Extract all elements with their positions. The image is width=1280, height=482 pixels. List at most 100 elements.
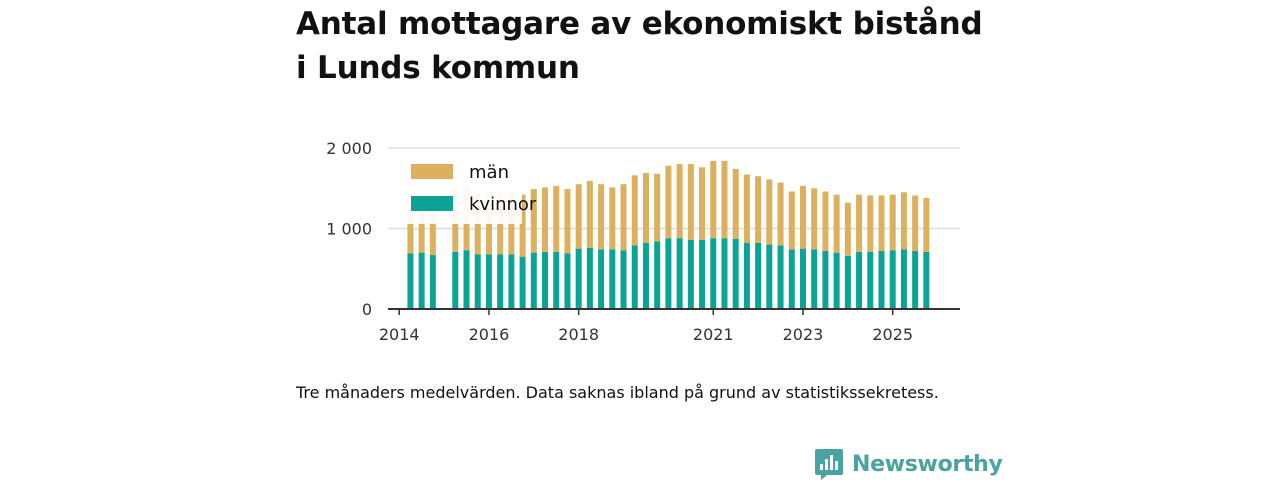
bar-man <box>676 164 683 239</box>
bar-kvinnor <box>530 252 537 309</box>
bar-kvinnor <box>811 249 818 309</box>
bar-man <box>542 187 549 252</box>
bar-man <box>642 172 649 243</box>
bar-kvinnor <box>474 254 481 309</box>
bar-man <box>665 165 672 239</box>
y-tick-label: 0 <box>362 300 372 319</box>
bar-kvinnor <box>418 252 425 309</box>
legend-swatch-kvinnor <box>411 196 453 211</box>
bar-man <box>407 209 414 254</box>
bar-kvinnor <box>822 251 829 309</box>
bar-kvinnor <box>654 241 661 309</box>
bar-man <box>429 206 436 256</box>
bar-man <box>710 160 717 239</box>
chart-title: Antal mottagare av ekonomiskt bistånd i … <box>296 2 1016 90</box>
bar-man <box>598 184 605 250</box>
bar-kvinnor <box>833 252 840 309</box>
bar-kvinnor <box>732 238 739 309</box>
bar-man <box>732 168 739 239</box>
bar-kvinnor <box>575 248 582 309</box>
bar-kvinnor <box>497 254 504 309</box>
newsworthy-logo-icon <box>815 449 843 480</box>
bar-man <box>418 212 425 253</box>
bar-man <box>631 175 638 246</box>
bar-kvinnor <box>743 242 750 309</box>
legend-swatch-man <box>411 164 453 179</box>
bar-kvinnor <box>553 251 560 309</box>
chart-title-line-2: i Lunds kommun <box>296 50 580 86</box>
chart-title-line-1: Antal mottagare av ekonomiskt bistånd <box>296 6 983 42</box>
bar-kvinnor <box>900 249 907 309</box>
bar-kvinnor <box>687 239 694 309</box>
bar-man <box>699 167 706 240</box>
axes: 0 1 000 2 000 2014 2016 2018 2021 2023 2025 <box>326 139 960 344</box>
bar-kvinnor <box>889 250 896 309</box>
x-tick-label: 2025 <box>872 325 913 344</box>
bar-kvinnor <box>912 251 919 309</box>
bar-man <box>766 179 773 245</box>
bar-kvinnor <box>429 255 436 309</box>
bar-kvinnor <box>564 253 571 309</box>
bar-man <box>912 195 919 252</box>
bar-man <box>530 189 537 253</box>
x-tick-label: 2023 <box>783 325 824 344</box>
bar-man <box>867 195 874 252</box>
bar-man <box>586 181 593 248</box>
bar-man <box>519 194 526 257</box>
gridlines <box>388 147 960 230</box>
bar-kvinnor <box>508 254 515 309</box>
bar-man <box>833 194 840 253</box>
bar-man <box>923 197 930 252</box>
brand-name: Newsworthy <box>852 451 1003 477</box>
bar-man <box>575 184 582 249</box>
bar-kvinnor <box>844 255 851 309</box>
bar-kvinnor <box>631 245 638 309</box>
bar-man <box>553 185 560 252</box>
bar-kvinnor <box>598 249 605 309</box>
bar-kvinnor <box>463 250 470 309</box>
bar-man <box>878 195 885 252</box>
chart-caption: Tre månaders medelvärden. Data saknas ib… <box>296 383 939 402</box>
x-tick-label: 2016 <box>469 325 510 344</box>
bar-kvinnor <box>788 249 795 309</box>
brand[interactable]: Newsworthy <box>814 446 1003 482</box>
y-tick-label: 2 000 <box>326 139 372 158</box>
bar-man <box>799 185 806 249</box>
bar-man <box>564 189 571 254</box>
legend-label: män <box>469 162 509 183</box>
bar-man <box>687 164 694 240</box>
bar-kvinnor <box>777 245 784 309</box>
bar-kvinnor <box>766 244 773 309</box>
bar-man <box>889 194 896 251</box>
bar-kvinnor <box>665 238 672 309</box>
x-tick-label: 2014 <box>379 325 420 344</box>
bar-man <box>822 191 829 252</box>
bar-kvinnor <box>699 239 706 309</box>
bar-man <box>788 191 795 250</box>
bar-kvinnor <box>799 248 806 309</box>
bar-kvinnor <box>923 251 930 309</box>
bar-man <box>609 187 616 250</box>
bar-man <box>755 176 762 243</box>
bar-kvinnor <box>620 250 627 309</box>
bar-man <box>777 182 784 246</box>
legend: män kvinnor <box>400 152 537 224</box>
x-tick-label: 2021 <box>693 325 734 344</box>
bar-man <box>844 202 851 256</box>
bar-kvinnor <box>407 253 414 309</box>
bar-man <box>856 194 863 252</box>
bar-kvinnor <box>609 249 616 309</box>
bar-kvinnor <box>856 251 863 309</box>
bar-kvinnor <box>710 238 717 309</box>
bar-kvinnor <box>867 251 874 309</box>
bar-man <box>721 160 728 239</box>
bar-man <box>811 188 818 250</box>
bar-kvinnor <box>721 238 728 309</box>
x-tick-label: 2018 <box>558 325 599 344</box>
bar-man <box>620 184 627 251</box>
bar-kvinnor <box>755 242 762 309</box>
bar-man <box>654 173 661 242</box>
bar-kvinnor <box>676 238 683 309</box>
bar-kvinnor <box>485 254 492 309</box>
